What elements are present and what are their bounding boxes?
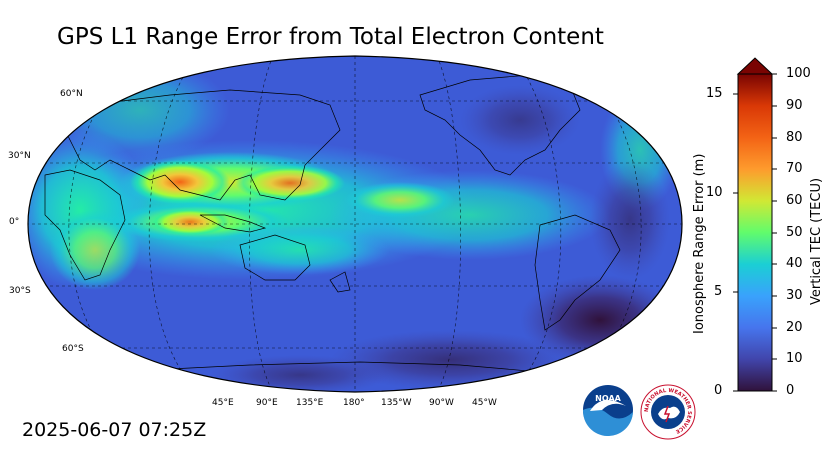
tecu-tick-40: 40	[786, 256, 803, 271]
lat-label-60s: 60°S	[62, 344, 84, 354]
tec-field	[28, 56, 682, 392]
lon-label-45e: 45°E	[212, 398, 234, 408]
tecu-tick-0: 0	[786, 383, 795, 398]
tecu-tick-90: 90	[786, 98, 803, 113]
chart-title: GPS L1 Range Error from Total Electron C…	[57, 24, 604, 50]
tecu-tick-70: 70	[786, 161, 803, 176]
lon-label-180: 180°	[343, 398, 365, 408]
range-tick-15: 15	[706, 86, 723, 101]
tecu-tick-100: 100	[786, 66, 811, 81]
nws-logo: NATIONAL WEATHER SERVICE	[640, 384, 696, 440]
noaa-logo: NOAA	[582, 385, 633, 436]
tecu-tick-10: 10	[786, 351, 803, 366]
lon-label-135w: 135°W	[381, 398, 412, 408]
tecu-tick-50: 50	[786, 225, 803, 240]
tecu-tick-30: 30	[786, 288, 803, 303]
noaa-logo-text: NOAA	[595, 394, 621, 403]
lat-label-30s: 30°S	[9, 286, 31, 296]
tecu-tick-80: 80	[786, 130, 803, 145]
lon-label-90e: 90°E	[256, 398, 278, 408]
lon-label-135e: 135°E	[296, 398, 324, 408]
lat-label-30n: 30°N	[8, 151, 31, 161]
tecu-axis-title: Vertical TEC (TECU)	[809, 177, 824, 305]
lon-label-90w: 90°W	[429, 398, 454, 408]
lat-label-60n: 60°N	[60, 89, 83, 99]
range-tick-0: 0	[714, 383, 723, 398]
lon-label-45w: 45°W	[472, 398, 497, 408]
tecu-tick-20: 20	[786, 320, 803, 335]
range-axis-title: Ionosphere Range Error (m)	[692, 153, 707, 334]
range-tick-10: 10	[706, 185, 723, 200]
tecu-tick-60: 60	[786, 193, 803, 208]
timestamp: 2025-06-07 07:25Z	[22, 419, 207, 441]
range-tick-5: 5	[714, 284, 723, 299]
lat-label-0: 0°	[9, 217, 20, 227]
